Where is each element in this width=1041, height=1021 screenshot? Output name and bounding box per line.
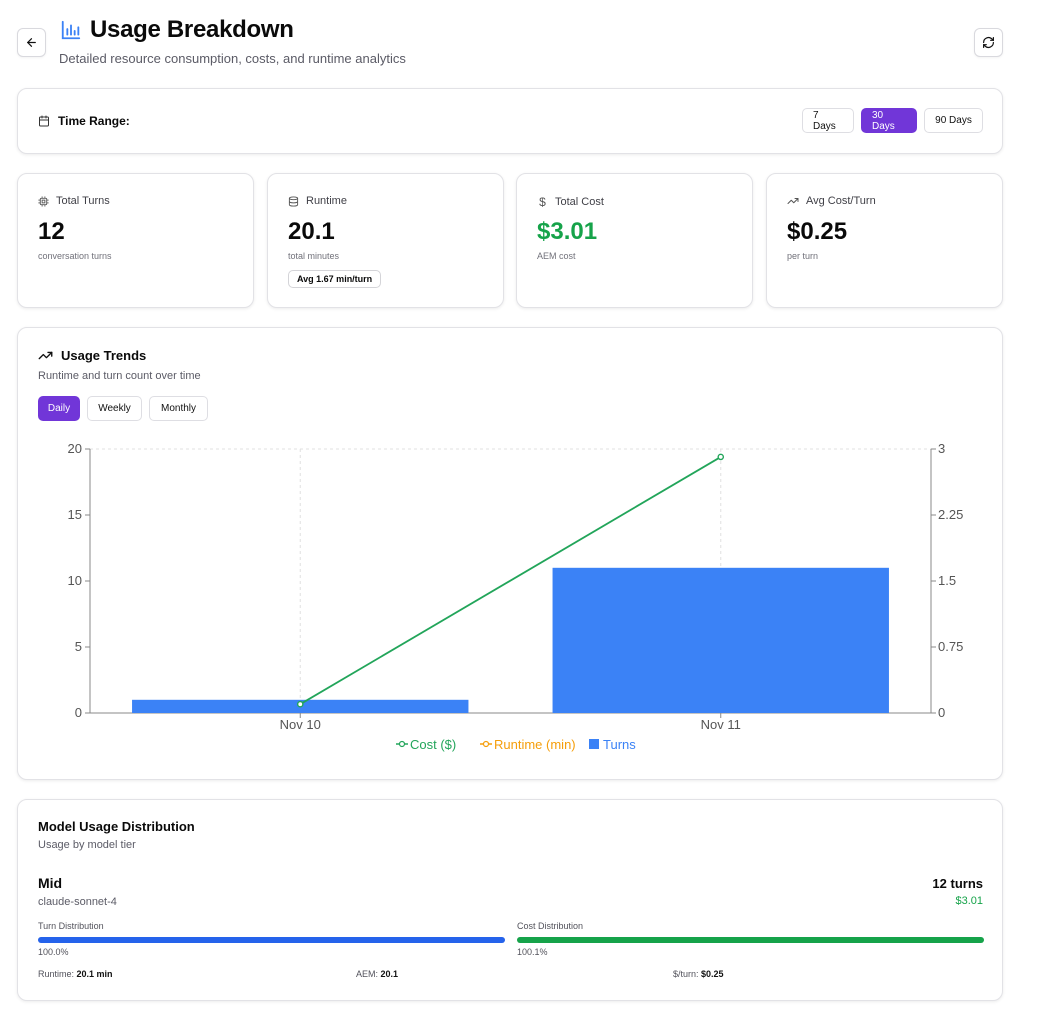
model-id: claude-sonnet-4 [38, 896, 117, 908]
runtime-card: Runtime 20.1 total minutes Avg 1.67 min/… [267, 173, 504, 308]
usage-trends-subtitle: Runtime and turn count over time [38, 370, 201, 382]
calendar-icon [39, 115, 49, 127]
refresh-button[interactable] [974, 28, 1003, 57]
bar-chart-icon [61, 20, 81, 40]
total-cost-value: $3.01 [537, 218, 598, 245]
total-cost-label: $ Total Cost [537, 195, 604, 209]
database-icon [288, 195, 299, 207]
range-30-days-button[interactable]: 30 Days [861, 108, 917, 133]
left-tick-label: 10 [68, 573, 82, 588]
right-tick-label: 1.5 [938, 573, 956, 588]
model-cost: $3.01 [955, 895, 983, 907]
runtime-label: Runtime [288, 195, 347, 207]
cost-line [299, 456, 722, 705]
dollar-icon: $ [539, 195, 546, 209]
avg-cost-label-text: Avg Cost/Turn [806, 195, 876, 207]
model-per-turn-label: $/turn: [673, 969, 699, 979]
model-runtime: Runtime: 20.1 min [38, 969, 113, 979]
model-turns-count: 12 turns [932, 876, 983, 891]
turns-bar [552, 567, 889, 713]
cost-distribution-track [517, 937, 984, 943]
right-tick-label: 0.75 [938, 639, 963, 654]
avg-cost-card: Avg Cost/Turn $0.25 per turn [766, 173, 1003, 308]
total-turns-value: 12 [38, 218, 65, 245]
model-runtime-value: 20.1 min [76, 969, 113, 979]
model-usage-card: Model Usage Distribution Usage by model … [17, 799, 1003, 1001]
total-cost-label-text: Total Cost [555, 196, 604, 208]
page-subtitle: Detailed resource consumption, costs, an… [59, 51, 406, 66]
model-aem-label: AEM: [356, 969, 379, 979]
model-aem-value: 20.1 [380, 969, 399, 979]
view-daily-button[interactable]: Daily [38, 396, 80, 421]
cost-distribution-bar [517, 937, 984, 943]
total-cost-card: $ Total Cost $3.01 AEM cost [516, 173, 753, 308]
x-tick-label: Nov 10 [280, 717, 321, 732]
cost-point [296, 700, 304, 708]
usage-trends-header: Usage Trends [38, 348, 146, 363]
runtime-sub: total minutes [288, 251, 340, 261]
model-tier-name: Mid [38, 875, 63, 891]
total-turns-label-text: Total Turns [56, 195, 110, 207]
cost-point [717, 453, 725, 461]
model-usage-title: Model Usage Distribution [38, 819, 195, 834]
total-turns-label: Total Turns [38, 195, 110, 207]
cost-distribution-value: 100.1% [517, 947, 548, 957]
time-range-card: Time Range: 7 Days 30 Days 90 Days [17, 88, 1003, 154]
usage-trends-title: Usage Trends [61, 348, 147, 363]
time-range-label: Time Range: [38, 114, 130, 128]
range-7-days-button[interactable]: 7 Days [802, 108, 854, 133]
page-title: Usage Breakdown [60, 16, 294, 44]
x-tick-label: Nov 11 [701, 717, 741, 732]
total-cost-sub: AEM cost [537, 251, 576, 261]
total-turns-card: Total Turns 12 conversation turns [17, 173, 254, 308]
model-usage-subtitle: Usage by model tier [38, 839, 136, 851]
page-title-text: Usage Breakdown [90, 16, 294, 43]
time-range-options: 7 Days 30 Days 90 Days [802, 108, 983, 133]
usage-trends-chart: 0 5 10 15 20 0 0.75 1.5 2.25 3 Nov 10 Nov 11 Cost ($… [68, 441, 964, 752]
refresh-icon [983, 37, 994, 48]
model-per-turn-value: $0.25 [701, 969, 724, 979]
range-90-days-button[interactable]: 90 Days [924, 108, 983, 133]
total-turns-sub: conversation turns [38, 251, 112, 261]
model-per-turn: $/turn: $0.25 [673, 969, 724, 979]
left-tick-label: 20 [68, 441, 82, 456]
right-tick-label: 0 [938, 705, 945, 720]
turn-distribution-label: Turn Distribution [38, 921, 104, 931]
view-monthly-button[interactable]: Monthly [149, 396, 208, 421]
arrow-left-icon [27, 38, 36, 47]
usage-trends-card: Usage Trends Runtime and turn count over… [17, 327, 1003, 780]
left-tick-label: 0 [75, 705, 82, 720]
trending-up-icon [787, 198, 799, 204]
legend-label: Cost ($) [410, 737, 456, 752]
turn-distribution-track [38, 937, 505, 943]
left-tick-label: 5 [75, 639, 82, 654]
avg-runtime-badge: Avg 1.67 min/turn [288, 270, 382, 288]
legend-marker [398, 740, 406, 748]
model-runtime-label: Runtime: [38, 969, 75, 979]
cpu-icon [38, 195, 49, 207]
legend-swatch [589, 739, 599, 749]
model-aem: AEM: 20.1 [356, 969, 398, 979]
runtime-label-text: Runtime [306, 195, 347, 207]
right-tick-label: 3 [938, 441, 945, 456]
avg-cost-value: $0.25 [787, 218, 848, 245]
legend-marker [482, 740, 490, 748]
avg-cost-label: Avg Cost/Turn [787, 195, 876, 207]
legend-label: Turns [603, 737, 636, 752]
runtime-value: 20.1 [288, 218, 335, 245]
view-weekly-button[interactable]: Weekly [87, 396, 142, 421]
left-tick-label: 15 [68, 507, 82, 522]
time-range-label-text: Time Range: [58, 114, 130, 128]
cost-distribution-label: Cost Distribution [517, 921, 584, 931]
right-tick-label: 2.25 [938, 507, 963, 522]
trend-view-options: Daily Weekly Monthly [38, 396, 208, 421]
back-button[interactable] [17, 28, 46, 57]
turn-distribution-value: 100.0% [38, 947, 69, 957]
turn-distribution-bar [38, 937, 505, 943]
legend-label: Runtime (min) [494, 737, 576, 752]
trending-up-icon [38, 351, 53, 360]
avg-cost-sub: per turn [787, 251, 819, 261]
